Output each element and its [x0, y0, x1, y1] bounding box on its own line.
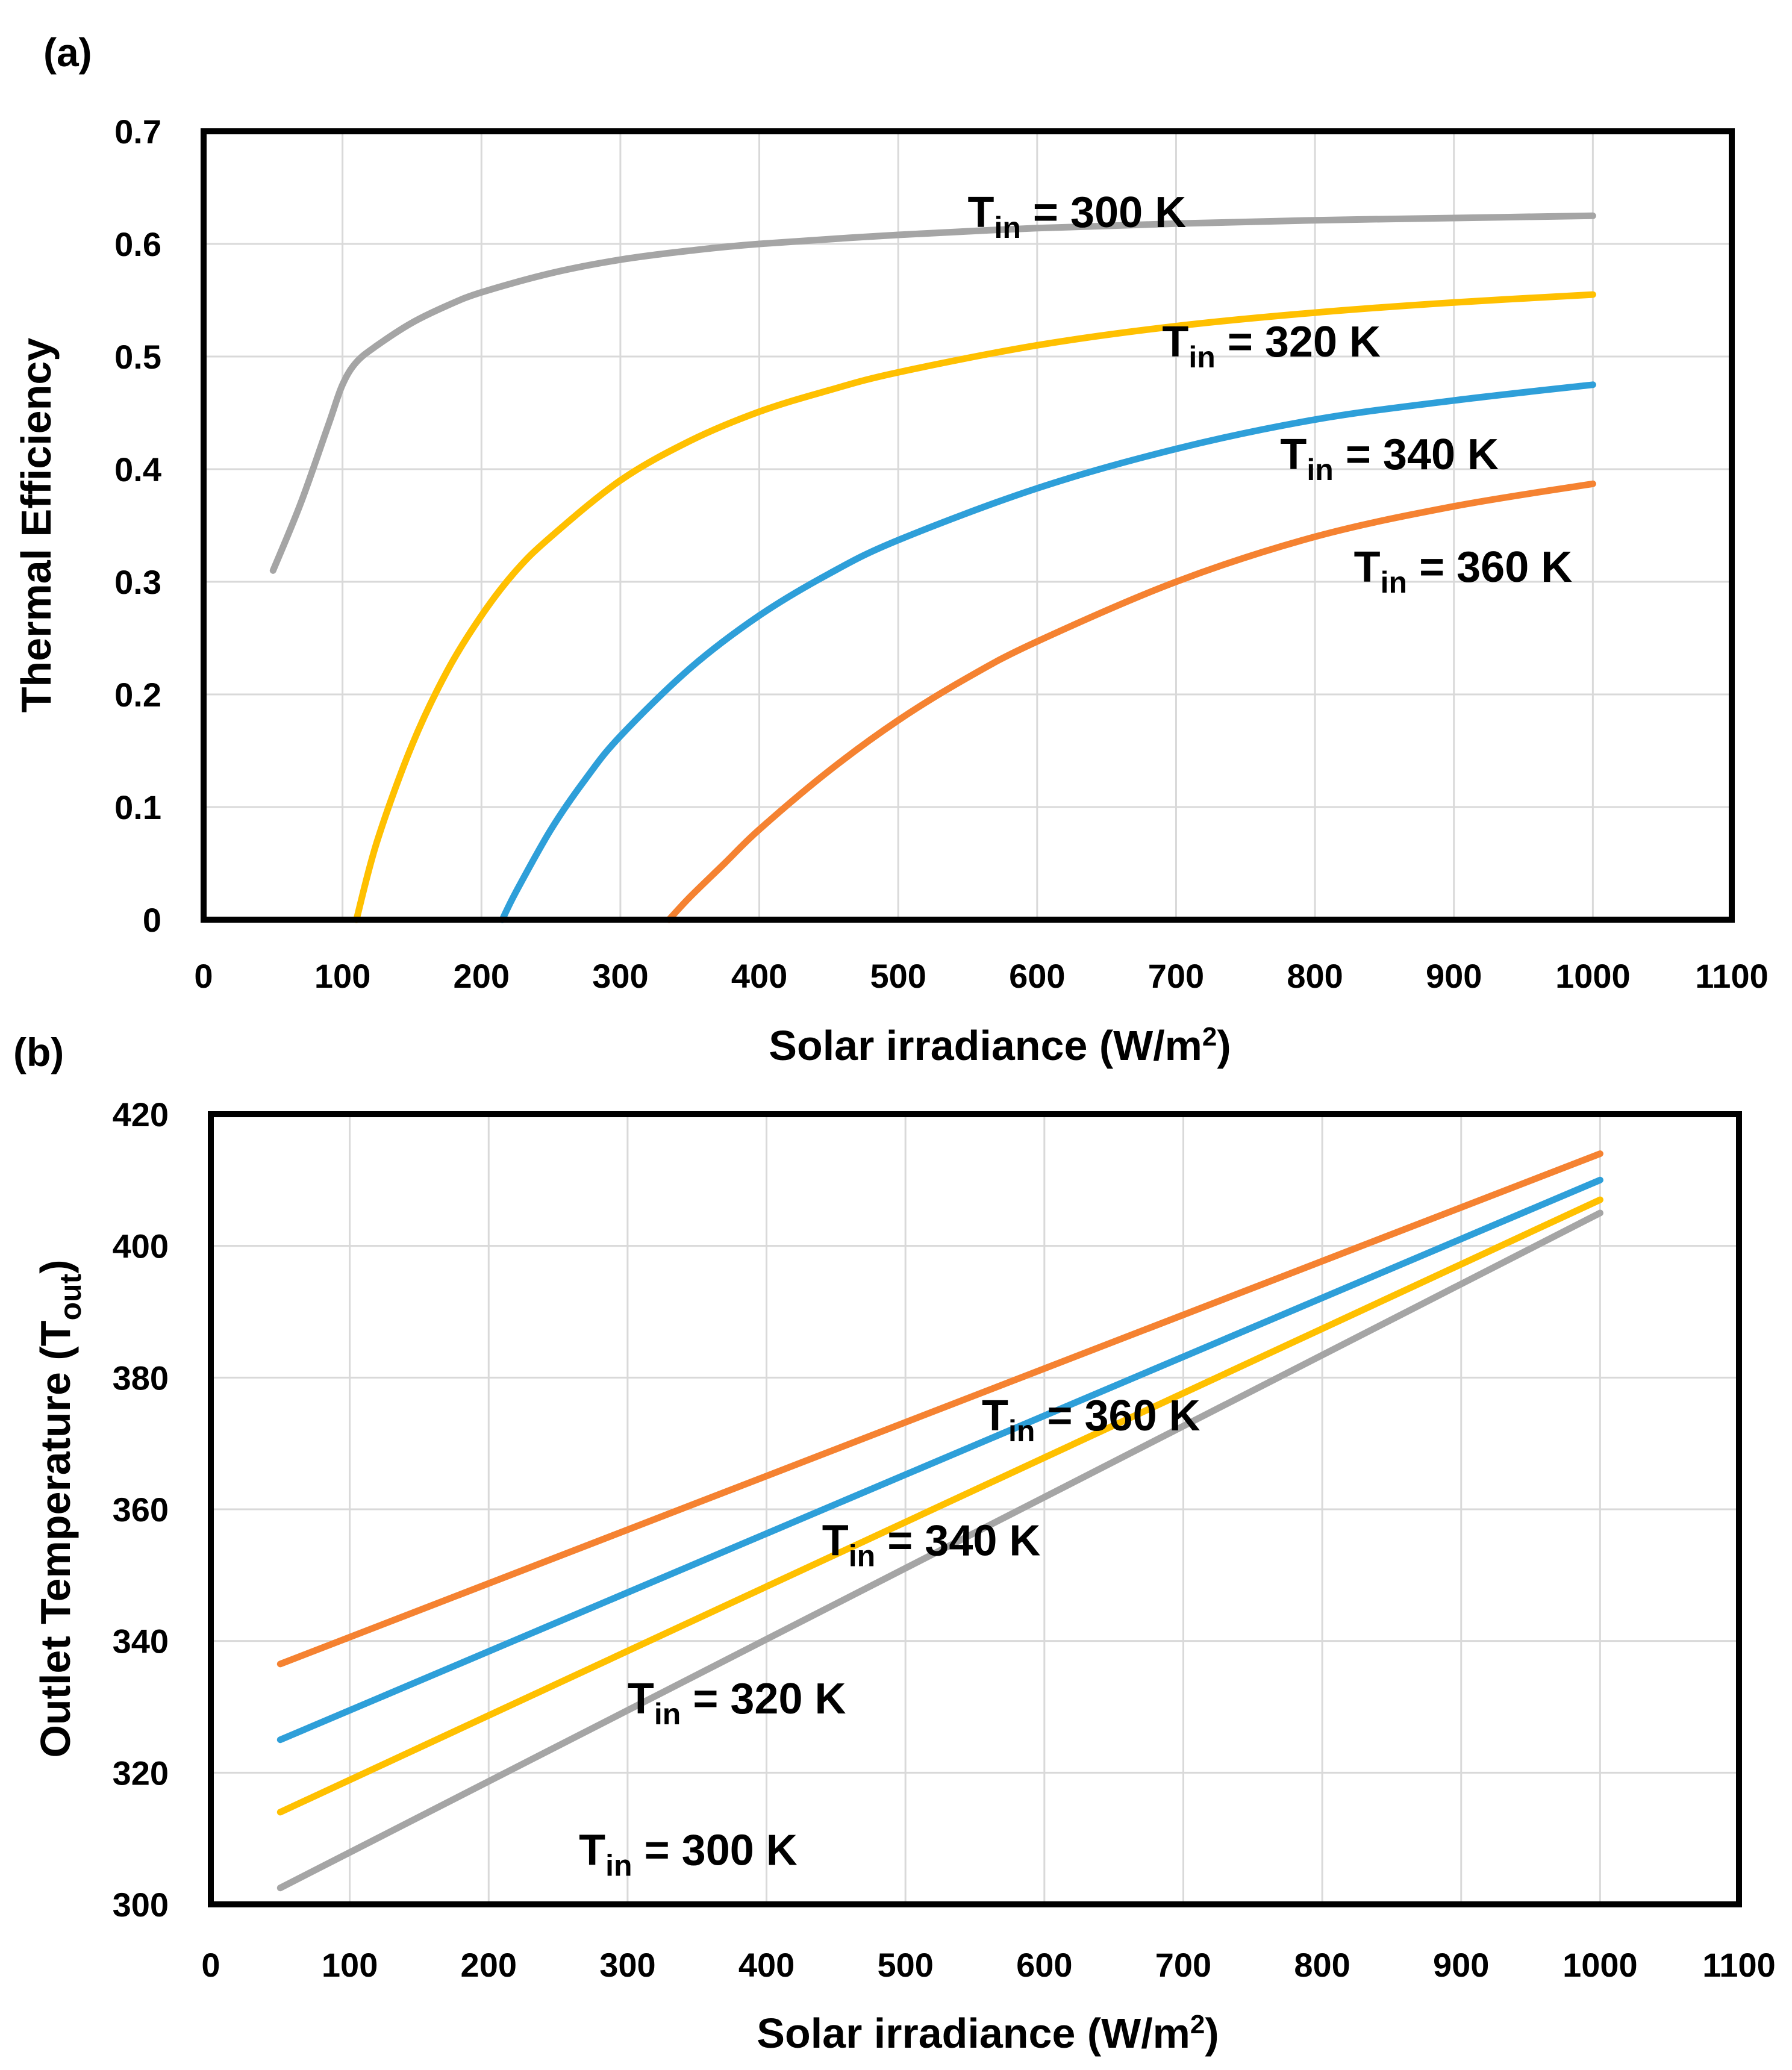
b-x-tick-1100: 1100: [1702, 1946, 1776, 1984]
panel-b-series-labels: Tin = 300 K Tin = 320 K Tin = 340 K Tin = 3…: [579, 1392, 1200, 1883]
panel-b-plot-frame: [208, 1111, 1742, 1907]
a-series-line-tin-300k: [269, 212, 1596, 574]
b-x-tick-500: 500: [877, 1946, 933, 1984]
b-y-tick-400: 400: [113, 1227, 169, 1265]
panel-b-gridlines: [210, 1113, 1740, 1906]
a-x-tick-0: 0: [194, 957, 213, 995]
a-y-tick-0.4: 0.4: [114, 450, 161, 488]
a-y-tick-0.3: 0.3: [114, 563, 161, 601]
a-x-tick-900: 900: [1426, 957, 1482, 995]
b-series-line-tin-300k: [276, 1209, 1603, 1892]
panel-b-outlet-temperature-chart: (b) 300 320 340 360 380 400 420 0 100 200 300 400 5…: [13, 1030, 1776, 2057]
a-x-tick-600: 600: [1009, 957, 1065, 995]
panel-a-series: [269, 212, 1596, 923]
panel-label-b: (b): [13, 1030, 64, 1074]
b-x-tick-0: 0: [201, 1946, 220, 1984]
a-y-tick-0.7: 0.7: [114, 113, 161, 151]
a-x-tick-300: 300: [592, 957, 648, 995]
a-y-tick-0.1: 0.1: [114, 788, 161, 826]
a-series-label-tin-360k: Tin = 360 K: [1354, 543, 1573, 599]
b-y-tick-300: 300: [113, 1886, 169, 1924]
panel-label-a: (a): [43, 30, 92, 75]
panel-b-series: [276, 1150, 1603, 1892]
b-y-tick-360: 360: [113, 1491, 169, 1529]
panel-b-y-axis-title: Outlet Temperature (Tout): [32, 1259, 87, 1757]
a-y-tick-0: 0: [143, 901, 161, 939]
a-x-tick-800: 800: [1287, 957, 1343, 995]
a-series-label-tin-300k: Tin = 300 K: [968, 189, 1187, 245]
b-y-tick-420: 420: [113, 1096, 169, 1133]
b-series-line-tin-320k: [276, 1196, 1603, 1816]
b-y-tick-340: 340: [113, 1623, 169, 1660]
b-x-tick-1000: 1000: [1563, 1946, 1638, 1984]
a-y-tick-0.5: 0.5: [114, 338, 161, 376]
b-y-tick-380: 380: [113, 1359, 169, 1397]
a-x-tick-100: 100: [314, 957, 370, 995]
a-series-line-tin-340k: [499, 381, 1596, 923]
panel-a-x-axis-title: Solar irradiance (W/m2): [769, 1022, 1231, 1069]
b-series-line-tin-360k: [276, 1150, 1603, 1668]
b-x-tick-900: 900: [1433, 1946, 1489, 1984]
panel-a-plot-frame: [201, 128, 1735, 923]
panel-a-y-axis-title: Thermal Efficiency: [13, 338, 60, 713]
b-series-label-tin-360k: Tin = 360 K: [982, 1392, 1200, 1448]
a-x-tick-1100: 1100: [1695, 957, 1769, 995]
b-x-tick-600: 600: [1016, 1946, 1072, 1984]
b-x-tick-700: 700: [1155, 1946, 1211, 1984]
panel-a-efficiency-chart: (a) 0 0.1 0.2 0.3 0.4 0.5 0.6 0.7 0 100 200 300 400…: [13, 30, 1769, 1069]
a-x-tick-400: 400: [731, 957, 787, 995]
b-x-tick-100: 100: [322, 1946, 378, 1984]
panel-a-gridlines: [202, 130, 1733, 921]
a-x-tick-500: 500: [870, 957, 926, 995]
panel-b-x-axis-title: Solar irradiance (W/m2): [757, 2010, 1219, 2057]
a-series-line-tin-320k: [353, 291, 1596, 923]
a-x-tick-200: 200: [454, 957, 510, 995]
panel-b-y-tick-labels: 300 320 340 360 380 400 420: [113, 1096, 169, 1924]
b-series-line-tin-340k: [276, 1176, 1603, 1744]
b-x-tick-400: 400: [738, 1946, 795, 1984]
b-series-label-tin-300k: Tin = 300 K: [579, 1826, 798, 1882]
b-x-tick-200: 200: [461, 1946, 517, 1984]
a-series-line-tin-360k: [666, 480, 1596, 923]
a-y-tick-0.2: 0.2: [114, 676, 161, 714]
a-series-label-tin-340k: Tin = 340 K: [1280, 431, 1499, 487]
b-series-label-tin-320k: Tin = 320 K: [628, 1675, 846, 1731]
panel-a-y-tick-labels: 0 0.1 0.2 0.3 0.4 0.5 0.6 0.7: [114, 113, 161, 939]
b-x-tick-300: 300: [599, 1946, 655, 1984]
a-y-tick-0.6: 0.6: [114, 225, 161, 263]
b-x-tick-800: 800: [1294, 1946, 1350, 1984]
panel-a-x-tick-labels: 0 100 200 300 400 500 600 700 800 900 1000 1100: [194, 957, 1768, 995]
b-series-label-tin-340k: Tin = 340 K: [822, 1517, 1041, 1573]
a-x-tick-1000: 1000: [1555, 957, 1631, 995]
panel-a-series-labels: Tin = 300 K Tin = 320 K Tin = 340 K Tin = 3…: [968, 189, 1573, 599]
a-series-label-tin-320k: Tin = 320 K: [1162, 318, 1381, 374]
b-y-tick-320: 320: [113, 1754, 169, 1792]
a-x-tick-700: 700: [1148, 957, 1204, 995]
panel-b-x-tick-labels: 0 100 200 300 400 500 600 700 800 900 1000 1100: [201, 1946, 1775, 1984]
